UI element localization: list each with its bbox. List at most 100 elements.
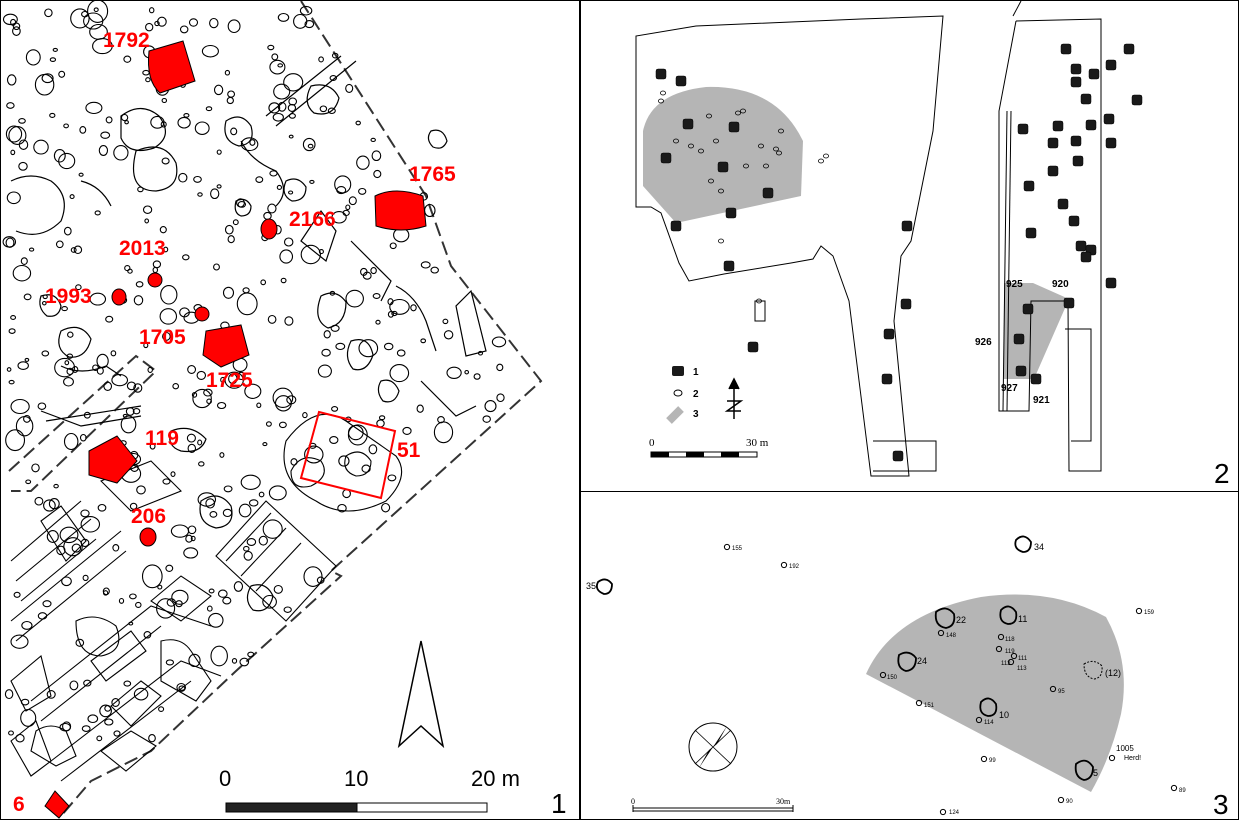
pit-outline — [309, 179, 315, 184]
pit-outline — [226, 96, 234, 105]
postholes — [655, 43, 1143, 462]
scale-label-0: 0 — [219, 766, 231, 791]
pit-outline — [61, 306, 68, 312]
posthole — [1105, 277, 1117, 289]
small-postholes — [658, 90, 829, 304]
label-111: 111 — [1018, 656, 1028, 662]
small-posthole — [743, 163, 749, 169]
posthole — [1047, 137, 1059, 149]
pit-outline — [165, 659, 175, 666]
pit-outline — [387, 311, 394, 318]
pit-outline — [129, 593, 137, 600]
pit-outline — [111, 698, 120, 707]
small-posthole — [758, 143, 764, 149]
label-2166: 2166 — [289, 208, 336, 231]
pit-outline — [100, 131, 111, 139]
pit-outline — [129, 502, 138, 510]
pit-outline — [319, 105, 328, 113]
label-150: 150 — [887, 675, 898, 681]
posthole — [717, 161, 729, 173]
small-posthole — [1135, 607, 1143, 615]
pit-outline — [171, 589, 189, 605]
small-posthole — [773, 146, 779, 152]
pit-outline — [267, 203, 277, 214]
pit-outline — [145, 77, 151, 83]
pit-outline — [228, 373, 238, 385]
pit-outline — [373, 169, 382, 179]
pit-outline — [230, 127, 238, 136]
pit-outline — [34, 496, 44, 506]
small-posthole — [756, 298, 762, 304]
pit-outline — [227, 19, 241, 34]
pit-outline — [265, 421, 272, 427]
label-51: 51 — [397, 439, 421, 462]
pit-outline — [482, 415, 491, 423]
pit-outline — [126, 381, 137, 391]
label-1792: 1792 — [103, 29, 150, 52]
small-posthole — [1007, 658, 1015, 666]
posthole — [1131, 94, 1143, 106]
panel-1-number: 1 — [551, 788, 567, 819]
pit-outline — [69, 194, 75, 200]
panel-2-number: 2 — [1214, 458, 1230, 489]
excavation-boundary — [8, 1, 543, 817]
pit-outline — [69, 680, 79, 691]
pit-outline — [464, 369, 470, 375]
pit-outline — [12, 22, 21, 31]
pit-outline — [224, 224, 234, 235]
pit-outline — [210, 188, 220, 200]
feature-1725-shape — [202, 324, 250, 368]
scale-label-30m: 30m — [776, 797, 791, 806]
label-24: 24 — [917, 656, 927, 666]
pit-outline — [2, 13, 18, 26]
pit-outline — [6, 102, 15, 109]
pit-outline — [300, 244, 321, 265]
pit-outline — [198, 461, 205, 467]
pit-outline — [383, 342, 394, 351]
pit-outline — [375, 319, 381, 325]
feature-51-outline — [299, 410, 397, 500]
pit-outline — [83, 679, 92, 687]
pit-outline — [273, 584, 283, 594]
pit-outline — [443, 330, 454, 340]
pit-outline — [410, 304, 417, 312]
posthole — [1070, 63, 1082, 75]
pit-outline — [187, 443, 197, 454]
pit-outline — [370, 267, 377, 275]
posthole-34-icon — [1014, 535, 1032, 553]
pit-outline — [236, 292, 258, 316]
pit-outline — [83, 12, 104, 30]
pit-outline — [196, 370, 207, 380]
feature-2013-shape — [147, 272, 163, 288]
posthole — [1070, 135, 1082, 147]
posthole — [1025, 227, 1037, 239]
pit-outline — [240, 474, 261, 490]
panel-2-site-plan: 925 920 926 927 921 1 2 3 0 30 m — [580, 0, 1239, 492]
posthole — [1075, 240, 1087, 252]
pit-outline — [170, 471, 176, 477]
pit-outline — [188, 18, 199, 27]
pit-outline — [110, 350, 117, 357]
pit-outline — [10, 315, 17, 320]
feature-1705-shape — [194, 306, 210, 322]
pit-outline — [24, 357, 30, 362]
pit-outline — [249, 139, 256, 146]
label-1005: 1005 — [1116, 744, 1134, 753]
pit-outline — [329, 75, 338, 81]
posthole — [1017, 123, 1029, 135]
label-119: 119 — [1005, 649, 1015, 655]
posthole — [1080, 251, 1092, 263]
small-posthole — [718, 188, 724, 194]
small-posthole — [980, 755, 988, 763]
pit-outline — [103, 381, 113, 391]
pit-outline — [227, 235, 235, 244]
pit-outline — [442, 318, 449, 325]
panel-1-excavation-plan: 1792 1765 2166 2013 1993 1705 1725 119 5… — [0, 0, 580, 820]
pit-outline — [133, 687, 149, 701]
pit-outline — [232, 219, 239, 226]
pit-outline — [44, 8, 53, 18]
large-postholes — [595, 535, 1094, 781]
pit-outline — [244, 383, 262, 399]
pit-outline — [41, 350, 50, 357]
pit-outline — [162, 331, 171, 341]
